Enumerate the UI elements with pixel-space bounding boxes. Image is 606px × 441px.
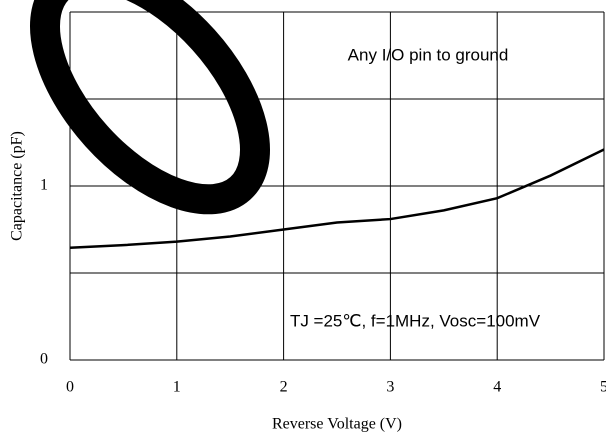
x-tick-label: 5 [600,379,606,396]
annotation: Any I/O pin to ground [348,45,509,64]
x-tick-label: 3 [386,379,394,396]
y-tick-label: 1 [40,177,48,194]
y-tick-label: 0 [40,351,48,368]
x-tick-label: 0 [66,379,74,396]
plot-area [69,11,605,361]
x-tick-label: 2 [280,379,288,396]
data-line [69,148,605,250]
y-axis-label: Capacitance (pF) [9,131,26,241]
x-tick-label: 4 [493,379,501,396]
watermark-ring [30,0,270,215]
x-tick-label: 1 [173,379,181,396]
x-axis-label: Reverse Voltage (V) [272,416,402,433]
annotation: TJ =25℃, f=1MHz, Vosc=100mV [290,311,541,330]
y-tick-label: 2 [40,3,48,20]
